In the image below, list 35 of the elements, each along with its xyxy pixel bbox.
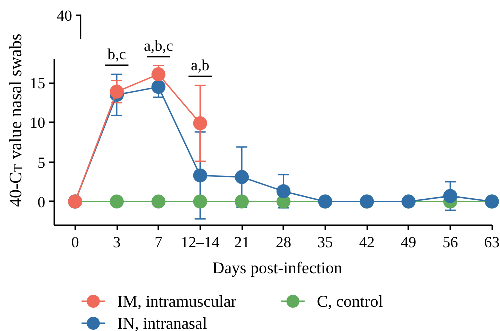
- point: [235, 170, 250, 184]
- annotation: b,c: [108, 46, 126, 64]
- x-tick-label: 56: [442, 234, 458, 252]
- y-axis-title: 40-CT value nasal swabs: [6, 34, 26, 208]
- legend-label: IM, intramuscular: [118, 292, 238, 311]
- text: 40: [56, 8, 73, 25]
- y-tick-label: 5: [38, 154, 46, 172]
- point: [110, 194, 124, 209]
- point: [443, 189, 458, 204]
- annotation: a,b: [191, 58, 210, 75]
- point: [193, 194, 208, 209]
- x-tick-label: 35: [318, 234, 334, 252]
- y-tick-label: 15: [30, 76, 46, 93]
- x-axis-title: Days post-infection: [212, 258, 342, 278]
- point: [193, 168, 208, 183]
- x-tick-label: 3: [113, 234, 122, 252]
- point: [276, 184, 291, 198]
- x-tick-label: 21: [234, 234, 250, 252]
- y-tick-label: 10: [30, 115, 46, 132]
- x-tick-label: 12–14: [181, 234, 220, 252]
- y-tick-label: 0: [38, 194, 46, 212]
- x-tick-label: 28: [276, 234, 292, 252]
- x-tick-label: 42: [359, 234, 375, 252]
- point: [152, 80, 166, 94]
- point: [235, 194, 250, 209]
- x-tick-label: 7: [154, 234, 163, 252]
- x-tick-label: 0: [71, 234, 80, 252]
- text: a,b,c: [144, 38, 174, 55]
- point: [152, 194, 166, 209]
- point: [152, 68, 166, 82]
- point: [110, 84, 124, 99]
- x-tick-label: 49: [401, 234, 417, 252]
- legend-label: C, control: [317, 292, 384, 311]
- x-tick-label: 63: [484, 234, 500, 252]
- point: [193, 116, 208, 131]
